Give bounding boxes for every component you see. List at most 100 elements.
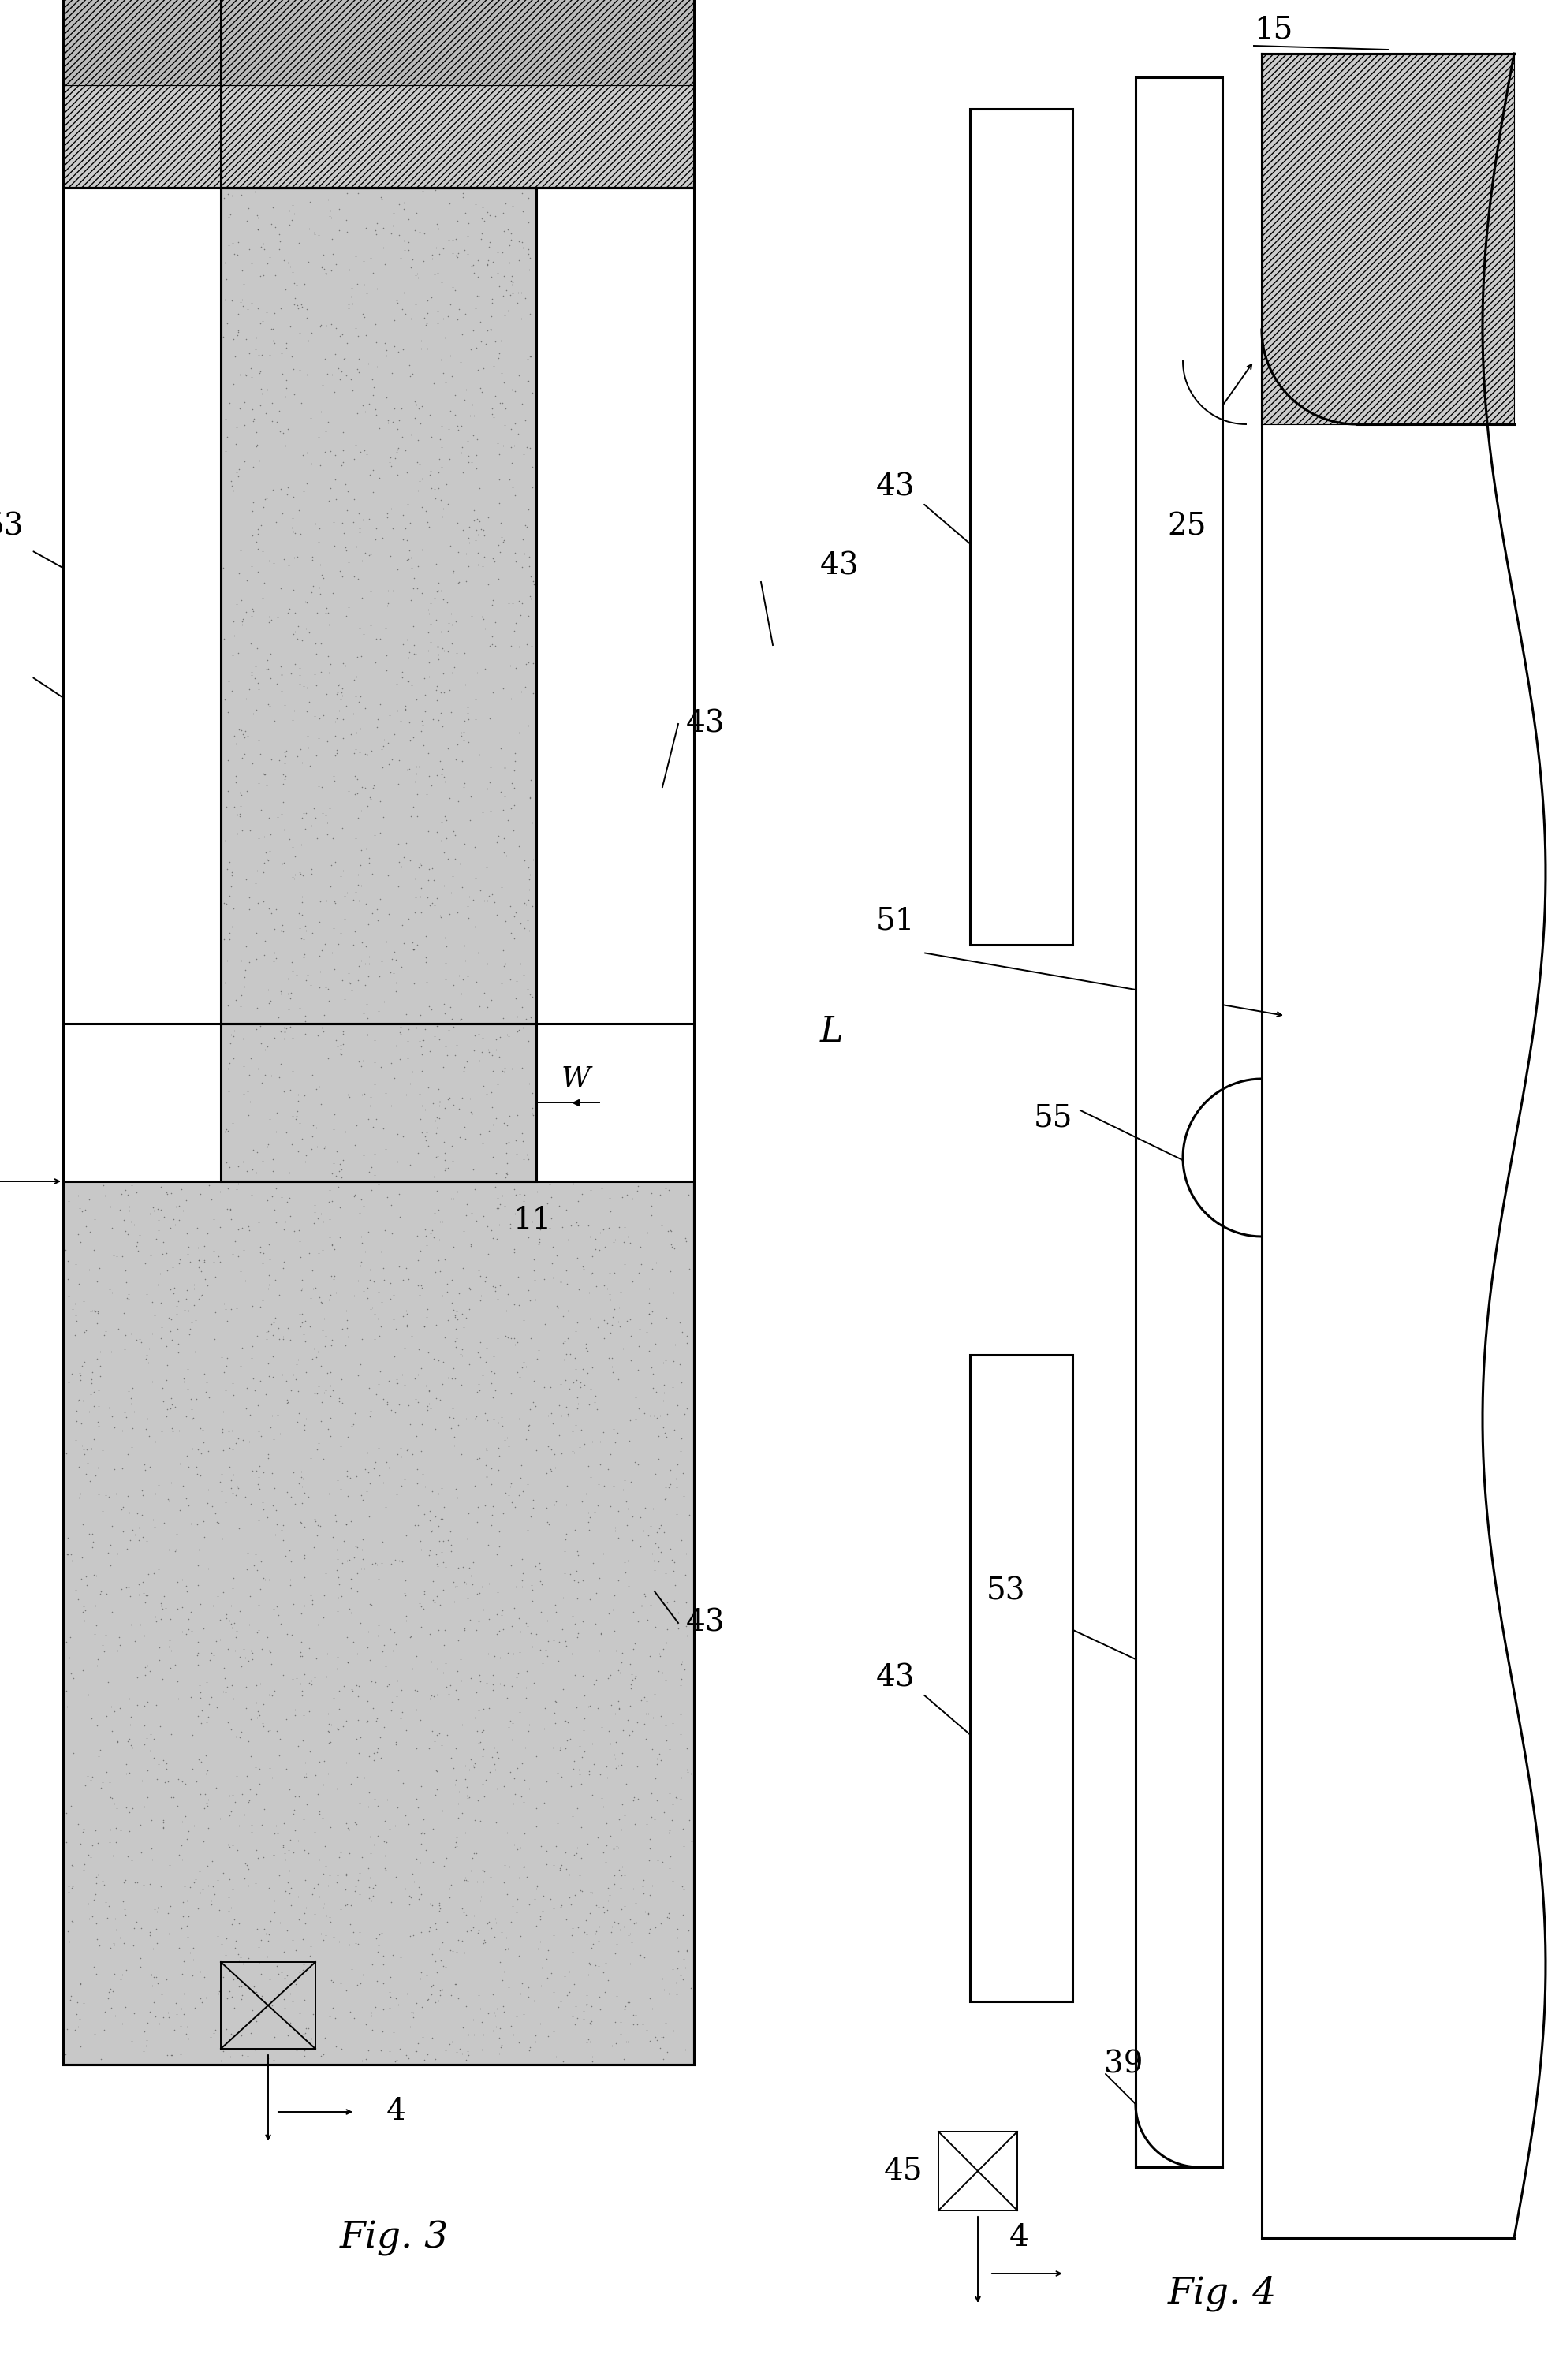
Point xyxy=(639,1347,664,1385)
Point xyxy=(488,1038,512,1076)
Point xyxy=(536,1621,560,1659)
Point xyxy=(159,1385,184,1423)
Point xyxy=(491,1768,515,1806)
Point xyxy=(195,1433,220,1471)
Point xyxy=(618,1944,642,1983)
Point xyxy=(438,1409,463,1447)
Point xyxy=(426,452,450,490)
Point xyxy=(255,1618,280,1656)
Point xyxy=(455,1780,480,1818)
Point xyxy=(319,219,344,257)
Point xyxy=(325,1540,350,1578)
Point xyxy=(217,1045,241,1083)
Point xyxy=(587,1230,611,1269)
Point xyxy=(358,1397,382,1435)
Point xyxy=(525,1866,550,1904)
Point xyxy=(141,1502,166,1540)
Point xyxy=(241,1371,266,1409)
Point xyxy=(339,1568,364,1606)
Point xyxy=(353,209,378,248)
Point xyxy=(653,1468,678,1507)
Point xyxy=(467,469,492,507)
Point xyxy=(382,2042,407,2080)
Point xyxy=(418,1885,443,1923)
Point xyxy=(424,1752,449,1790)
Point xyxy=(480,1449,505,1488)
Point xyxy=(254,478,279,516)
Point xyxy=(463,1016,488,1054)
Point xyxy=(163,1388,187,1426)
Point xyxy=(613,2023,638,2061)
Point xyxy=(288,438,313,476)
Point xyxy=(546,1388,571,1426)
Point xyxy=(455,1042,480,1081)
Point xyxy=(602,1509,627,1547)
Point xyxy=(280,1856,305,1894)
Point xyxy=(481,397,506,436)
Point xyxy=(650,1380,675,1418)
Point xyxy=(421,1842,446,1880)
Point xyxy=(420,240,444,278)
Point xyxy=(559,1916,584,1954)
Point xyxy=(491,1952,515,1990)
Point xyxy=(396,200,421,238)
Point xyxy=(279,1868,303,1906)
Point xyxy=(325,1699,350,1737)
Point xyxy=(217,1447,241,1485)
Point xyxy=(560,1166,585,1204)
Point xyxy=(584,1266,608,1304)
Point xyxy=(480,876,505,914)
Point xyxy=(656,1468,681,1507)
Point xyxy=(577,2004,602,2042)
Point xyxy=(460,1840,485,1878)
Point xyxy=(483,1154,508,1192)
Point xyxy=(159,1873,184,1911)
Point xyxy=(574,1326,599,1364)
Point xyxy=(324,245,348,283)
Point xyxy=(427,1885,452,1923)
Point xyxy=(365,1166,390,1204)
Point xyxy=(429,821,454,859)
Point xyxy=(440,857,464,895)
Point xyxy=(433,1547,458,1585)
Point xyxy=(373,324,398,362)
Point xyxy=(466,545,491,583)
Point xyxy=(249,1416,274,1454)
Point xyxy=(652,1373,676,1411)
Point xyxy=(176,1811,201,1849)
Point xyxy=(200,1635,224,1673)
Point xyxy=(406,1133,430,1171)
Point xyxy=(310,1283,334,1321)
Point xyxy=(330,2030,354,2068)
Point xyxy=(515,919,540,957)
Point xyxy=(105,1721,130,1759)
Point xyxy=(285,738,310,776)
Point xyxy=(505,1135,529,1173)
Point xyxy=(296,243,320,281)
Point xyxy=(638,1821,663,1859)
Point xyxy=(463,1802,488,1840)
Point xyxy=(429,571,454,609)
Point xyxy=(96,1664,121,1702)
Bar xyxy=(63,1180,694,2063)
Point xyxy=(348,1180,373,1219)
Point xyxy=(214,1668,238,1706)
Point xyxy=(515,1411,540,1449)
Point xyxy=(519,338,543,376)
Point xyxy=(519,778,543,816)
Point xyxy=(350,769,375,807)
Point xyxy=(277,1178,302,1216)
Point xyxy=(265,1711,289,1749)
Point xyxy=(330,314,354,352)
Point xyxy=(373,1073,398,1111)
Point xyxy=(621,1871,646,1909)
Point xyxy=(429,340,454,378)
Point xyxy=(452,702,477,740)
Point xyxy=(221,236,246,274)
Point xyxy=(553,1702,577,1740)
Point xyxy=(220,1978,245,2016)
Point xyxy=(341,881,365,919)
Point xyxy=(372,1464,396,1502)
Point xyxy=(533,1304,557,1342)
Point xyxy=(207,1242,232,1280)
